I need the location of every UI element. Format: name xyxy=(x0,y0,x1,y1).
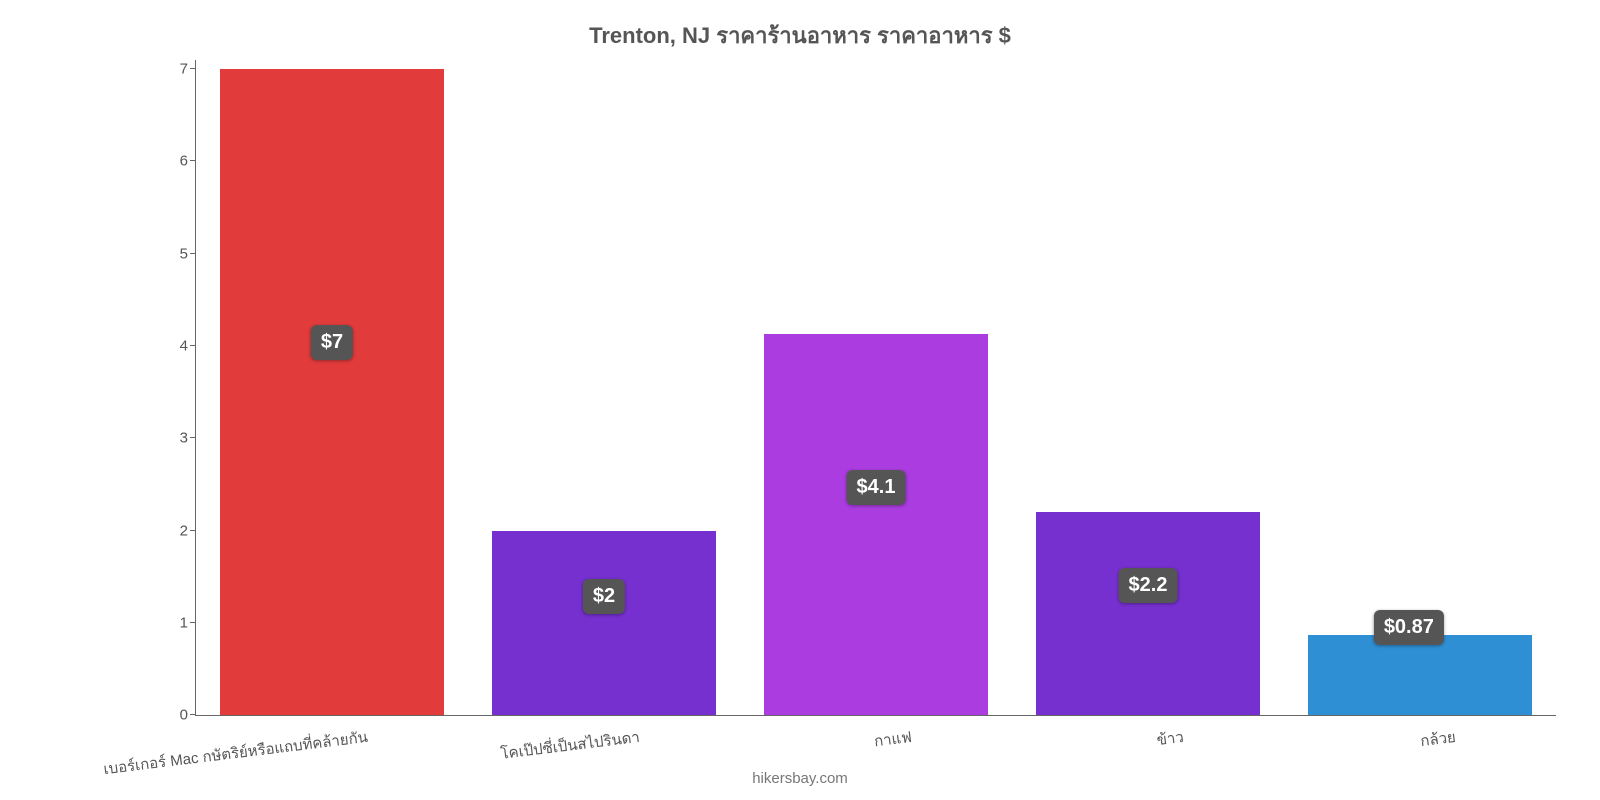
bar-value-label: $4.1 xyxy=(847,470,906,505)
x-category-label: กาแฟ xyxy=(872,715,914,753)
x-category-label: ข้าว xyxy=(1155,715,1186,752)
y-tick-mark xyxy=(190,68,196,69)
price-bar-chart: Trenton, NJ ราคาร้านอาหาร ราคาอาหาร $ 01… xyxy=(0,0,1600,800)
y-tick-mark xyxy=(190,345,196,346)
y-tick-mark xyxy=(190,530,196,531)
y-tick-mark xyxy=(190,622,196,623)
bar xyxy=(764,334,987,715)
y-tick-mark xyxy=(190,437,196,438)
y-tick-label: 0 xyxy=(180,707,196,724)
y-tick-mark xyxy=(190,160,196,161)
y-tick-label: 4 xyxy=(180,338,196,355)
y-tick-label: 7 xyxy=(180,61,196,78)
plot-area: 01234567$7เบอร์เกอร์ Mac กษัตริย์หรือแถบ… xyxy=(195,60,1556,716)
x-category-label: โคเป๊ปซี่เป็นสไปรินดา xyxy=(498,715,641,766)
chart-title: Trenton, NJ ราคาร้านอาหาร ราคาอาหาร $ xyxy=(0,18,1600,53)
y-tick-label: 1 xyxy=(180,614,196,631)
bar xyxy=(1308,635,1531,715)
bar xyxy=(492,531,715,716)
y-tick-mark xyxy=(190,714,196,715)
bar-value-label: $2 xyxy=(583,579,625,614)
y-tick-label: 6 xyxy=(180,153,196,170)
y-tick-mark xyxy=(190,253,196,254)
y-tick-label: 2 xyxy=(180,522,196,539)
attribution-label: hikersbay.com xyxy=(0,770,1600,787)
y-tick-label: 5 xyxy=(180,245,196,262)
bar-value-label: $0.87 xyxy=(1374,610,1444,645)
y-tick-label: 3 xyxy=(180,430,196,447)
bar xyxy=(1036,512,1259,715)
bar-value-label: $7 xyxy=(311,325,353,360)
x-category-label: กล้วย xyxy=(1418,715,1457,753)
bar xyxy=(220,69,443,715)
bar-value-label: $2.2 xyxy=(1119,568,1178,603)
